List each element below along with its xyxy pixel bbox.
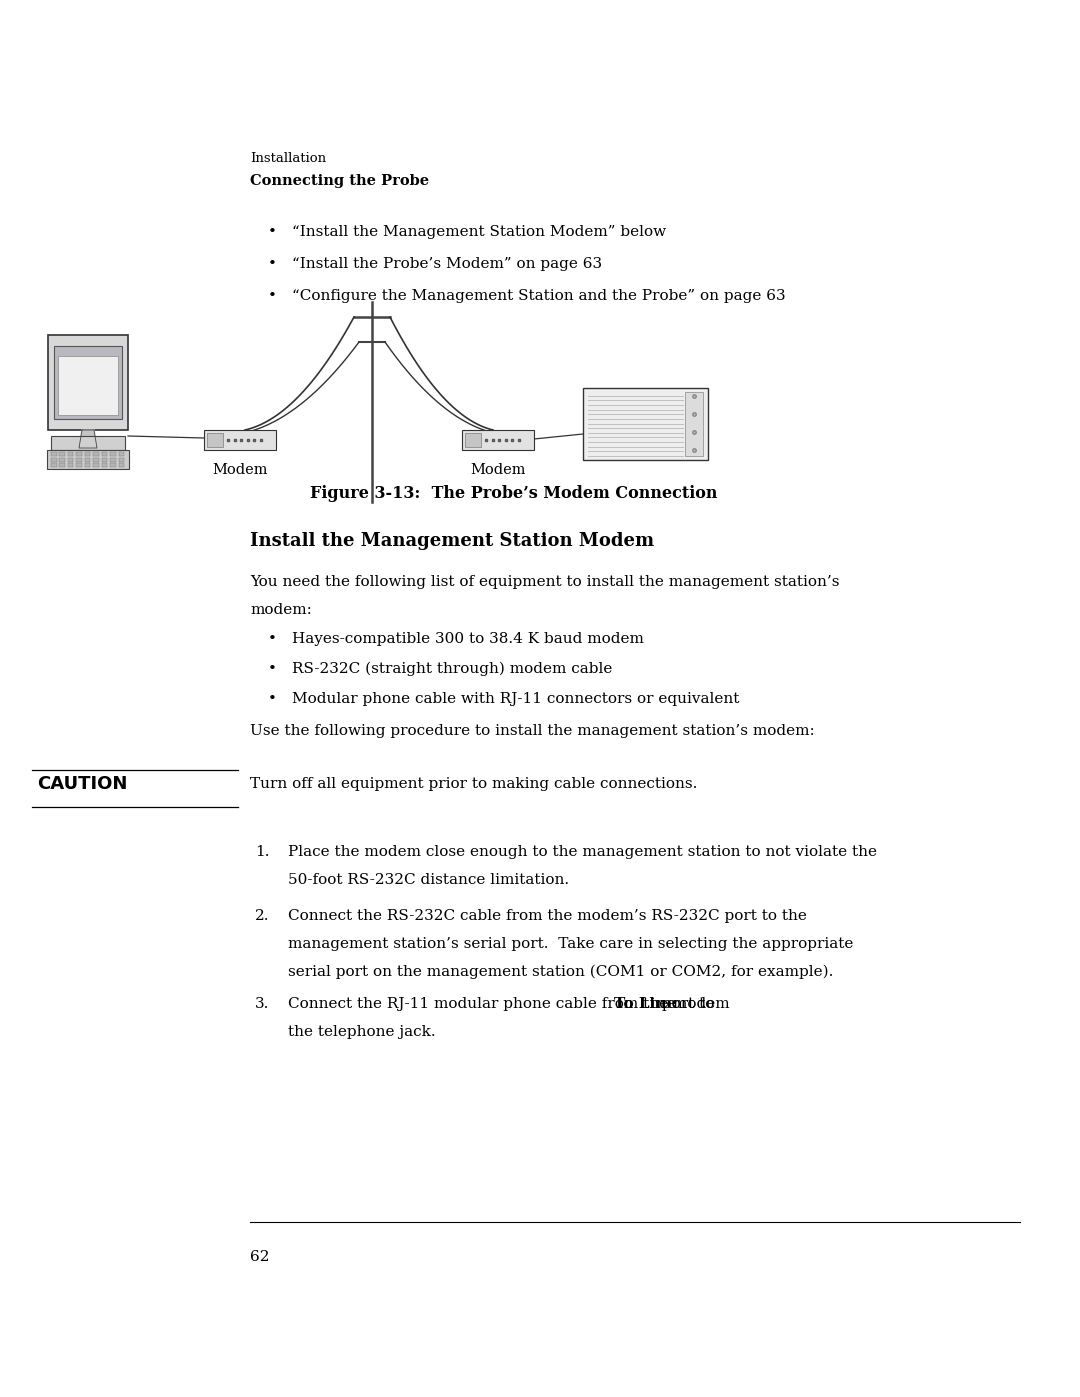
- FancyBboxPatch shape: [84, 458, 91, 461]
- Text: •: •: [268, 631, 276, 645]
- FancyBboxPatch shape: [84, 464, 91, 467]
- FancyBboxPatch shape: [51, 453, 56, 455]
- FancyBboxPatch shape: [207, 433, 222, 447]
- FancyBboxPatch shape: [59, 458, 65, 461]
- FancyBboxPatch shape: [68, 464, 73, 467]
- FancyBboxPatch shape: [77, 458, 82, 461]
- FancyBboxPatch shape: [54, 346, 122, 419]
- FancyBboxPatch shape: [51, 458, 56, 461]
- Text: Place the modem close enough to the management station to not violate the: Place the modem close enough to the mana…: [288, 845, 877, 859]
- FancyBboxPatch shape: [93, 453, 98, 455]
- FancyBboxPatch shape: [102, 453, 107, 455]
- FancyBboxPatch shape: [110, 458, 116, 461]
- Text: management station’s serial port.  Take care in selecting the appropriate: management station’s serial port. Take c…: [288, 937, 853, 951]
- FancyBboxPatch shape: [77, 464, 82, 467]
- Text: “Install the Probe’s Modem” on page 63: “Install the Probe’s Modem” on page 63: [292, 257, 603, 271]
- Text: 1.: 1.: [255, 845, 270, 859]
- FancyBboxPatch shape: [462, 430, 534, 450]
- FancyBboxPatch shape: [48, 335, 129, 430]
- FancyBboxPatch shape: [93, 458, 98, 461]
- FancyBboxPatch shape: [93, 464, 98, 467]
- Text: Install the Management Station Modem: Install the Management Station Modem: [249, 532, 654, 550]
- Text: 50-foot RS-232C distance limitation.: 50-foot RS-232C distance limitation.: [288, 873, 569, 887]
- Text: serial port on the management station (COM1 or COM2, for example).: serial port on the management station (C…: [288, 965, 834, 979]
- FancyBboxPatch shape: [102, 458, 107, 461]
- Text: Modem: Modem: [470, 462, 526, 476]
- Text: •: •: [268, 289, 276, 303]
- FancyBboxPatch shape: [119, 464, 124, 467]
- FancyBboxPatch shape: [51, 436, 125, 450]
- Text: Figure 3-13:  The Probe’s Modem Connection: Figure 3-13: The Probe’s Modem Connectio…: [310, 485, 717, 502]
- FancyBboxPatch shape: [582, 388, 707, 460]
- FancyBboxPatch shape: [685, 393, 702, 455]
- Text: 62: 62: [249, 1250, 270, 1264]
- FancyBboxPatch shape: [68, 458, 73, 461]
- Text: port to: port to: [657, 997, 714, 1011]
- FancyBboxPatch shape: [110, 453, 116, 455]
- Text: the telephone jack.: the telephone jack.: [288, 1025, 435, 1039]
- FancyBboxPatch shape: [204, 430, 276, 450]
- FancyBboxPatch shape: [59, 453, 65, 455]
- FancyBboxPatch shape: [59, 464, 65, 467]
- Text: You need the following list of equipment to install the management station’s: You need the following list of equipment…: [249, 576, 839, 590]
- FancyBboxPatch shape: [465, 433, 481, 447]
- FancyBboxPatch shape: [48, 450, 129, 469]
- Text: •: •: [268, 257, 276, 271]
- FancyBboxPatch shape: [102, 464, 107, 467]
- Text: To Line: To Line: [613, 997, 676, 1011]
- Text: CAUTION: CAUTION: [37, 775, 127, 793]
- FancyBboxPatch shape: [58, 447, 118, 454]
- FancyBboxPatch shape: [68, 453, 73, 455]
- FancyBboxPatch shape: [110, 464, 116, 467]
- Text: •: •: [268, 662, 276, 676]
- Text: Modular phone cable with RJ-11 connectors or equivalent: Modular phone cable with RJ-11 connector…: [292, 692, 740, 705]
- Text: 2.: 2.: [255, 909, 270, 923]
- Text: Hayes-compatible 300 to 38.4 K baud modem: Hayes-compatible 300 to 38.4 K baud mode…: [292, 631, 644, 645]
- Text: “Install the Management Station Modem” below: “Install the Management Station Modem” b…: [292, 225, 666, 239]
- Text: Connect the RS-232C cable from the modem’s RS-232C port to the: Connect the RS-232C cable from the modem…: [288, 909, 807, 923]
- Text: Use the following procedure to install the management station’s modem:: Use the following procedure to install t…: [249, 724, 814, 738]
- FancyBboxPatch shape: [84, 453, 91, 455]
- Text: Connecting the Probe: Connecting the Probe: [249, 175, 429, 189]
- Polygon shape: [79, 430, 97, 448]
- FancyBboxPatch shape: [58, 356, 118, 415]
- Text: RS-232C (straight through) modem cable: RS-232C (straight through) modem cable: [292, 662, 612, 676]
- Text: •: •: [268, 692, 276, 705]
- Text: “Configure the Management Station and the Probe” on page 63: “Configure the Management Station and th…: [292, 289, 785, 303]
- FancyBboxPatch shape: [77, 453, 82, 455]
- FancyBboxPatch shape: [119, 453, 124, 455]
- Text: •: •: [268, 225, 276, 239]
- FancyBboxPatch shape: [51, 464, 56, 467]
- Text: Turn off all equipment prior to making cable connections.: Turn off all equipment prior to making c…: [249, 777, 698, 791]
- FancyBboxPatch shape: [119, 458, 124, 461]
- Text: Installation: Installation: [249, 152, 326, 165]
- Text: modem:: modem:: [249, 604, 312, 617]
- Text: Connect the RJ-11 modular phone cable from the modem: Connect the RJ-11 modular phone cable fr…: [288, 997, 734, 1011]
- Text: 3.: 3.: [255, 997, 269, 1011]
- Text: Modem: Modem: [213, 462, 268, 476]
